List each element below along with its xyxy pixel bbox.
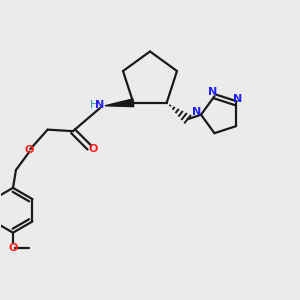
Text: O: O [88,144,98,154]
Text: N: N [208,87,218,97]
Text: N: N [192,107,202,117]
Text: N: N [95,100,104,110]
Text: N: N [233,94,242,104]
Text: O: O [25,145,34,155]
Polygon shape [105,99,134,106]
Text: O: O [8,243,18,253]
Text: H: H [89,100,98,110]
